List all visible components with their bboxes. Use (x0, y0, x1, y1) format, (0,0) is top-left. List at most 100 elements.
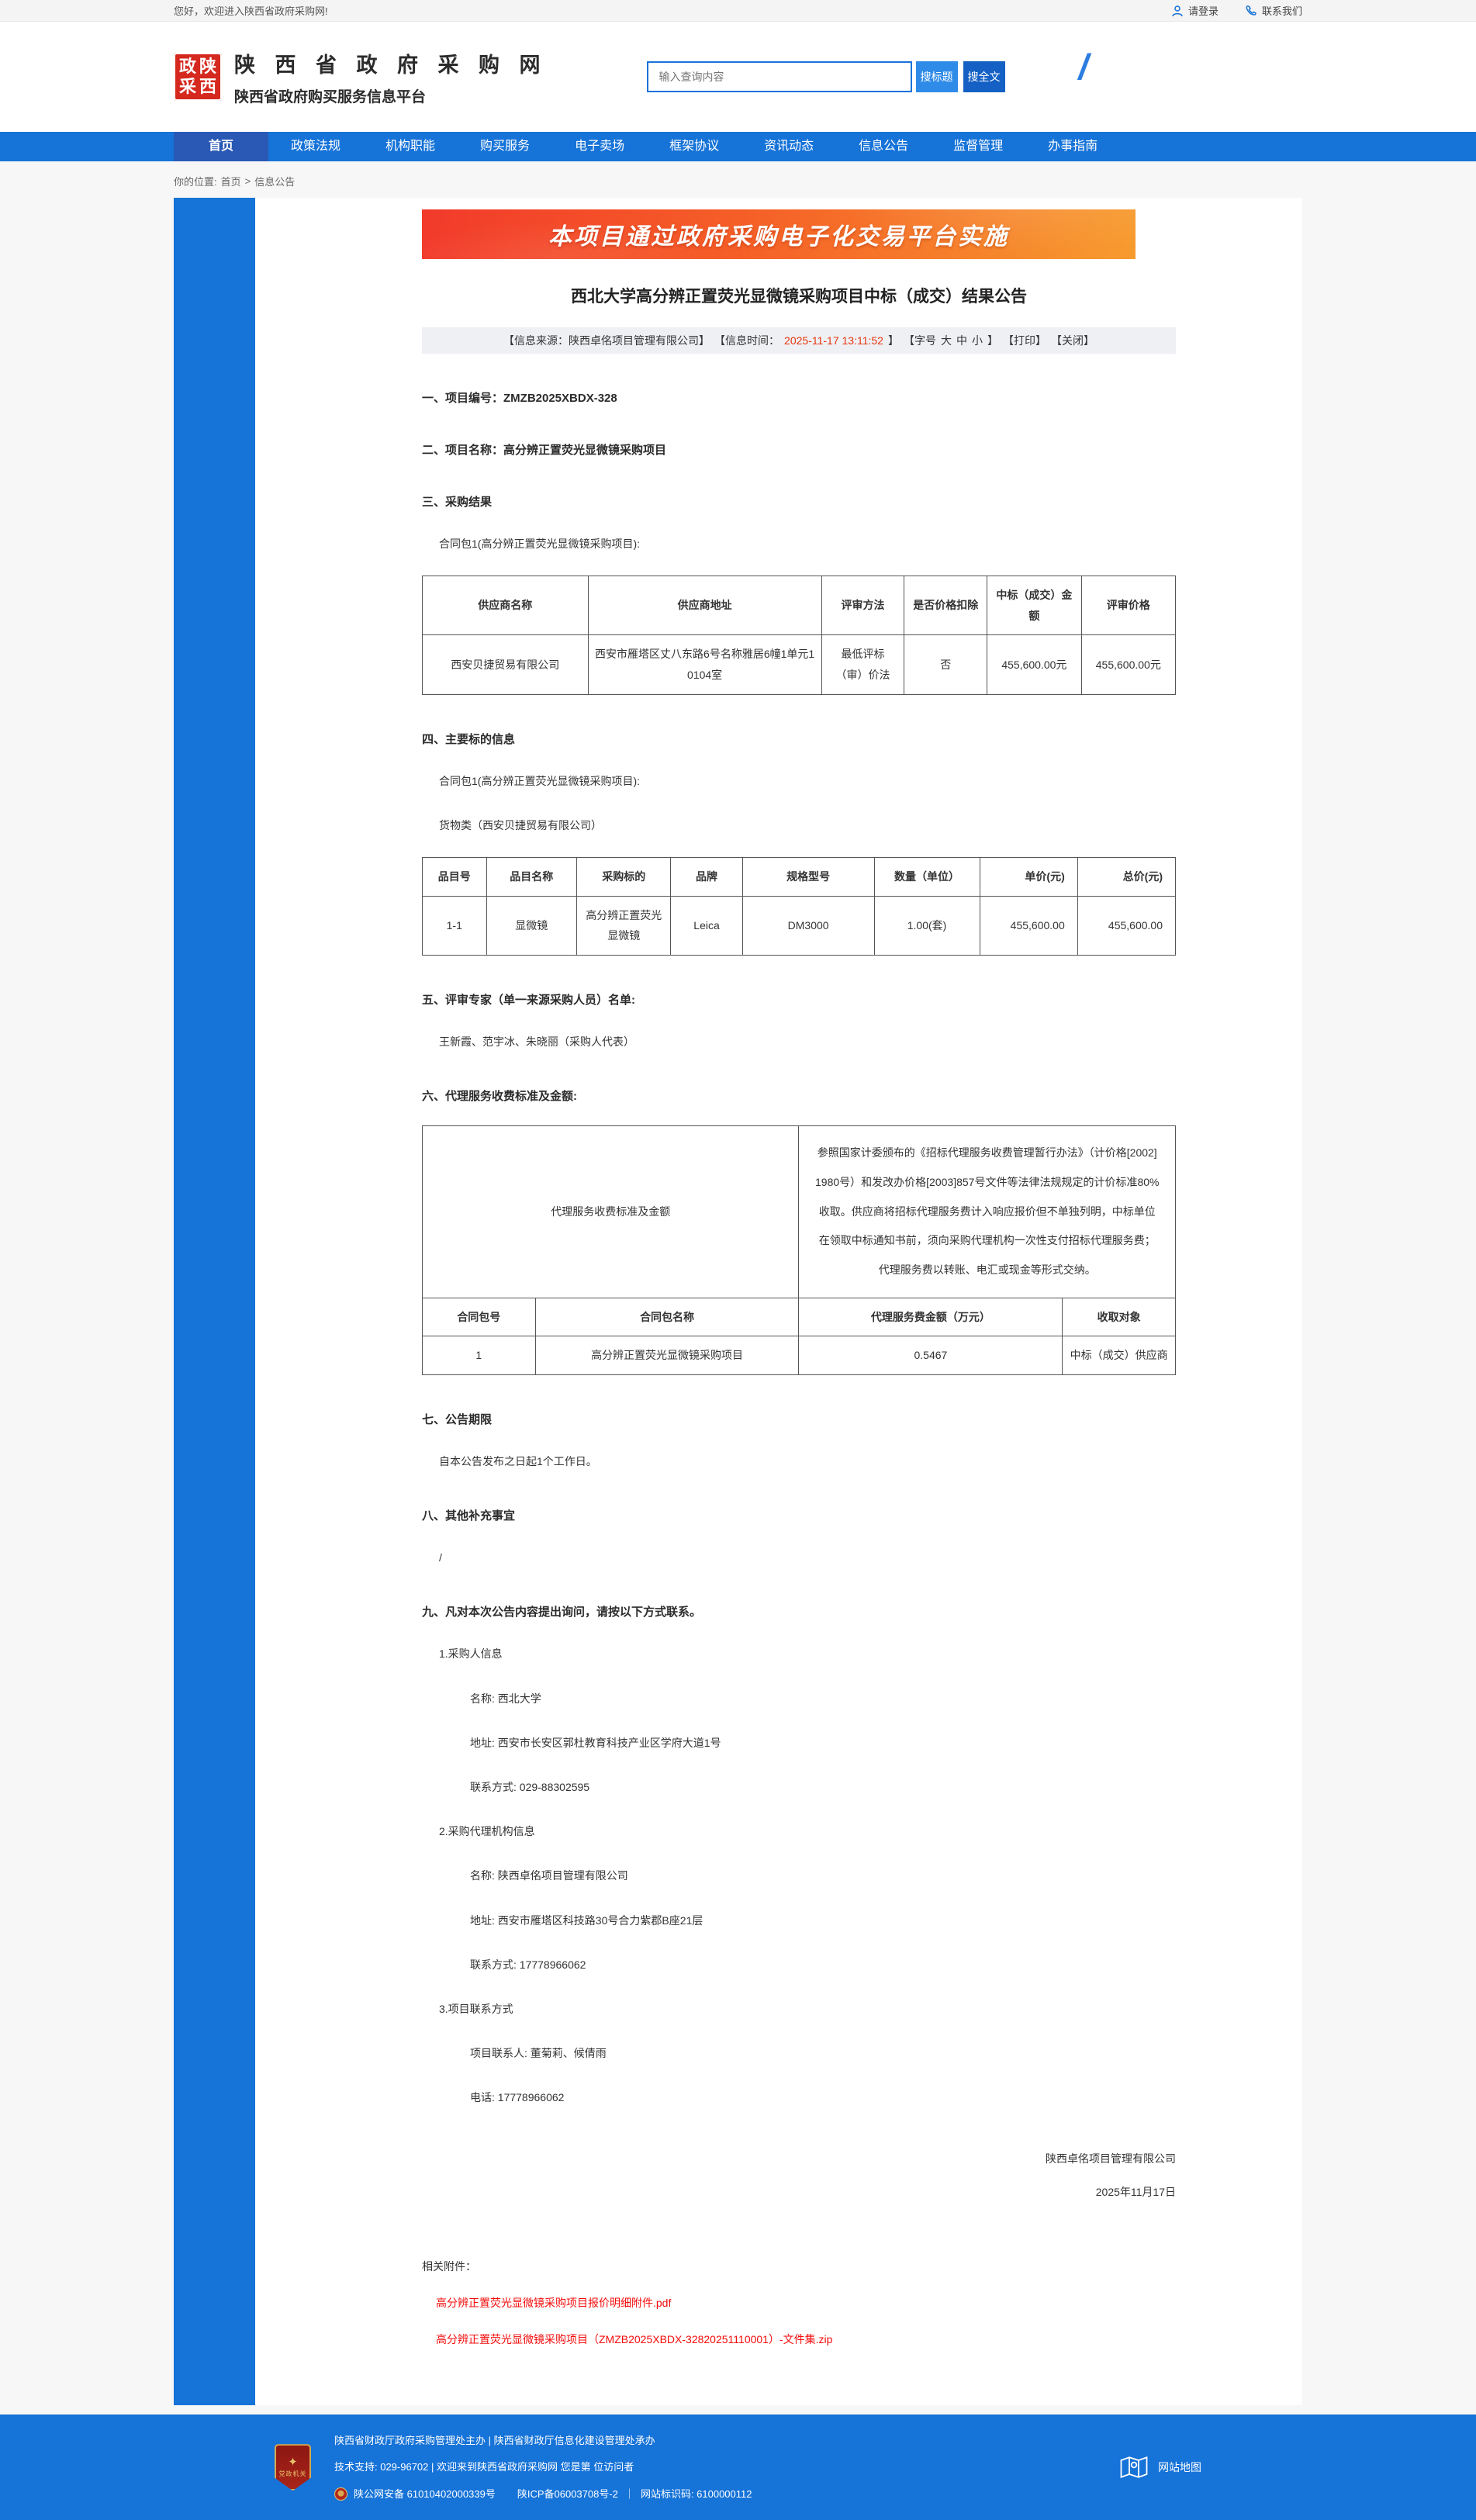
site-footer: ✦ 党政机关 陕西省财政厅政府采购管理处主办 | 陕西省财政厅信息化建设管理处承… (0, 2415, 1476, 2520)
breadcrumb-home-link[interactable]: 首页 (220, 176, 241, 188)
header-cell: 品目名称 (486, 856, 578, 897)
header-cell: 中标（成交）金额 (987, 576, 1082, 636)
banner-text: 本项目通过政府采购电子化交易平台实施 (548, 224, 1009, 250)
info-time-suffix: 】 (887, 334, 899, 347)
nav-item-news[interactable]: 资讯动态 (764, 140, 814, 153)
cell: 0.5467 (798, 1336, 1063, 1376)
cell: 455,600.00元 (987, 634, 1082, 695)
cell: 455,600.00 (1077, 895, 1177, 956)
purchaser-name: 名称: 西北大学 (470, 1692, 541, 1705)
fee-standard-text-cell: 参照国家计委颁布的《招标代理服务收费管理暂行办法》（计价格[2002]1980号… (798, 1125, 1176, 1298)
logo-char: 陕 (199, 57, 216, 76)
main-nav: 首页 政策法规 机构职能 购买服务 电子卖场 框架协议 资讯动态 信息公告 监督… (0, 132, 1476, 161)
section-5-experts: 王新霞、范宇冰、朱晓丽（采购人代表） (439, 1035, 634, 1048)
footer-divider: ｜ (624, 2487, 634, 2500)
signature-company: 陕西卓佲项目管理有限公司 (1046, 2152, 1176, 2165)
site-title: 陕 西 省 政 府 采 购 网 (234, 53, 548, 77)
breadcrumb-separator: > (244, 175, 251, 187)
fontsize-prefix: 【字号 (903, 334, 936, 347)
agency-fee-table: 代理服务收费标准及金额 参照国家计委颁布的《招标代理服务收费管理暂行办法》（计价… (421, 1125, 1176, 1376)
search-area: 搜标题 搜全文 (646, 61, 1005, 92)
cell: 1 (422, 1336, 536, 1376)
government-badge-icon: ✦ 党政机关 (275, 2444, 311, 2491)
search-title-button[interactable]: 搜标题 (915, 61, 958, 92)
print-button[interactable]: 【打印】 (1002, 334, 1046, 347)
sitemap-link[interactable]: 网站地图 (1120, 2456, 1201, 2479)
announcement-content: 本项目通过政府采购电子化交易平台实施 西北大学高分辨正置荧光显微镜采购项目中标（… (255, 198, 1302, 2406)
header-cell: 收取对象 (1062, 1297, 1176, 1337)
section-9-title: 九、凡对本次公告内容提出询问，请按以下方式联系。 (422, 1606, 702, 1620)
nav-item-framework[interactable]: 框架协议 (669, 140, 720, 153)
table-header-row: 合同包号 合同包名称 代理服务费金额（万元） 收取对象 (422, 1297, 1176, 1337)
login-link[interactable]: 请登录 (1171, 3, 1218, 18)
breadcrumb-current-link[interactable]: 信息公告 (254, 176, 296, 188)
fontsize-small-button[interactable]: 小 (971, 334, 983, 347)
nav-item-functions[interactable]: 机构职能 (385, 140, 436, 153)
nav-item-guide[interactable]: 办事指南 (1048, 140, 1098, 153)
site-header: 政 陕 采 西 陕 西 省 政 府 采 购 网 陕西省政府购买服务信息平台 搜标… (0, 22, 1476, 132)
nav-item-e-mall[interactable]: 电子卖场 (575, 140, 625, 153)
nav-item-purchase-service[interactable]: 购买服务 (480, 140, 531, 153)
e-trading-platform-banner: 本项目通过政府采购电子化交易平台实施 (422, 209, 1136, 259)
header-cell: 代理服务费金额（万元） (798, 1297, 1063, 1337)
sitemap-label: 网站地图 (1158, 2461, 1201, 2474)
header-cell: 评审方法 (821, 576, 905, 636)
breadcrumb: 你的位置: 首页 > 信息公告 (174, 174, 1302, 188)
announcement-meta-bar: 【信息来源：陕西卓佲项目管理有限公司】 【信息时间： 2025-11-17 13… (422, 327, 1176, 354)
cell: 最低评标（审）价法 (821, 634, 905, 695)
contact-us-link[interactable]: 联系我们 (1245, 3, 1302, 18)
agency-address: 地址: 西安市雁塔区科技路30号合力紫郡B座21层 (470, 1913, 703, 1927)
section-5-title: 五、评审专家（单一来源采购人员）名单: (422, 993, 635, 1007)
attachments-label: 相关附件： (422, 2260, 476, 2273)
map-icon (1120, 2456, 1148, 2479)
header-cell: 品牌 (670, 856, 743, 897)
table-header-row: 供应商名称 供应商地址 评审方法 是否价格扣除 中标（成交）金额 评审价格 (422, 576, 1177, 636)
fontsize-large-button[interactable]: 大 (940, 334, 952, 347)
logo-char: 采 (178, 77, 196, 96)
cell: 西安市雁塔区丈八东路6号名称雅居6幢1单元10104室 (587, 634, 822, 695)
badge-label: 党政机关 (278, 2470, 307, 2478)
badge-emblem: ✦ (288, 2456, 298, 2470)
footer-host-line[interactable]: 陕西省财政厅政府采购管理处主办 | 陕西省财政厅信息化建设管理处承办 (334, 2434, 655, 2446)
cell: 西安贝捷贸易有限公司 (422, 634, 589, 695)
cell: 显微镜 (486, 895, 578, 956)
attachment-zip-link[interactable]: 高分辨正置荧光显微镜采购项目（ZMZB2025XBDX-328202511100… (436, 2333, 833, 2346)
section-4-title: 四、主要标的信息 (422, 732, 516, 746)
footer-icp-record[interactable]: 陕ICP备06003708号-2 (517, 2487, 618, 2500)
section-4-package: 合同包1(高分辨正置荧光显微镜采购项目): (439, 774, 640, 787)
agency-info-title: 2.采购代理机构信息 (439, 1825, 535, 1838)
slash-decoration: / (1078, 47, 1089, 87)
project-contact-title: 3.项目联系方式 (439, 2002, 513, 2015)
cell: 高分辨正置荧光显微镜 (576, 895, 672, 956)
header-cell: 品目号 (422, 856, 487, 897)
footer-support-line: 技术支持: 029-96702 | 欢迎来到陕西省政府采购网 您是第 位访问者 (334, 2461, 634, 2473)
nav-item-announcements[interactable]: 信息公告 (859, 140, 909, 153)
table-row: 西安贝捷贸易有限公司 西安市雁塔区丈八东路6号名称雅居6幢1单元10104室 最… (422, 634, 1177, 695)
search-input[interactable] (646, 61, 912, 92)
attachment-pdf-link[interactable]: 高分辨正置荧光显微镜采购项目报价明细附件.pdf (436, 2297, 672, 2310)
nav-item-home[interactable]: 首页 (174, 132, 269, 161)
search-fulltext-button[interactable]: 搜全文 (963, 61, 1005, 92)
purchaser-phone: 联系方式: 029-88302595 (470, 1781, 590, 1794)
info-time-value: 2025-11-17 13:11:52 (784, 334, 883, 347)
cell: 中标（成交）供应商 (1062, 1336, 1176, 1376)
items-table: 品目号 品目名称 采购标的 品牌 规格型号 数量（单位） 单价(元) 总价(元)… (422, 856, 1177, 956)
header-cell: 评审价格 (1080, 576, 1177, 636)
top-utility-bar: 您好，欢迎进入陕西省政府采购网! 请登录 联系我们 (0, 0, 1476, 22)
nav-item-supervision[interactable]: 监督管理 (953, 140, 1004, 153)
footer-security-record[interactable]: 陕公网安备 61010402000339号 (354, 2487, 496, 2500)
breadcrumb-prefix: 你的位置: (174, 176, 217, 188)
fontsize-medium-button[interactable]: 中 (956, 334, 967, 347)
section-8-title: 八、其他补充事宜 (422, 1509, 516, 1523)
nav-item-policy[interactable]: 政策法规 (291, 140, 341, 153)
project-contact-names: 项目联系人: 董菊莉、候倩雨 (470, 2047, 607, 2060)
header-cell: 规格型号 (741, 856, 875, 897)
login-label: 请登录 (1187, 5, 1218, 17)
section-2-project-name: 二、项目名称：高分辨正置荧光显微镜采购项目 (422, 444, 667, 457)
fontsize-suffix: 】 (987, 334, 998, 347)
section-7-text: 自本公告发布之日起1个工作日。 (439, 1455, 597, 1468)
header-cell: 单价(元) (979, 856, 1078, 897)
signature-date: 2025年11月17日 (1095, 2185, 1176, 2198)
cell: 455,600.00元 (1080, 634, 1177, 695)
close-button[interactable]: 【关闭】 (1050, 334, 1094, 347)
